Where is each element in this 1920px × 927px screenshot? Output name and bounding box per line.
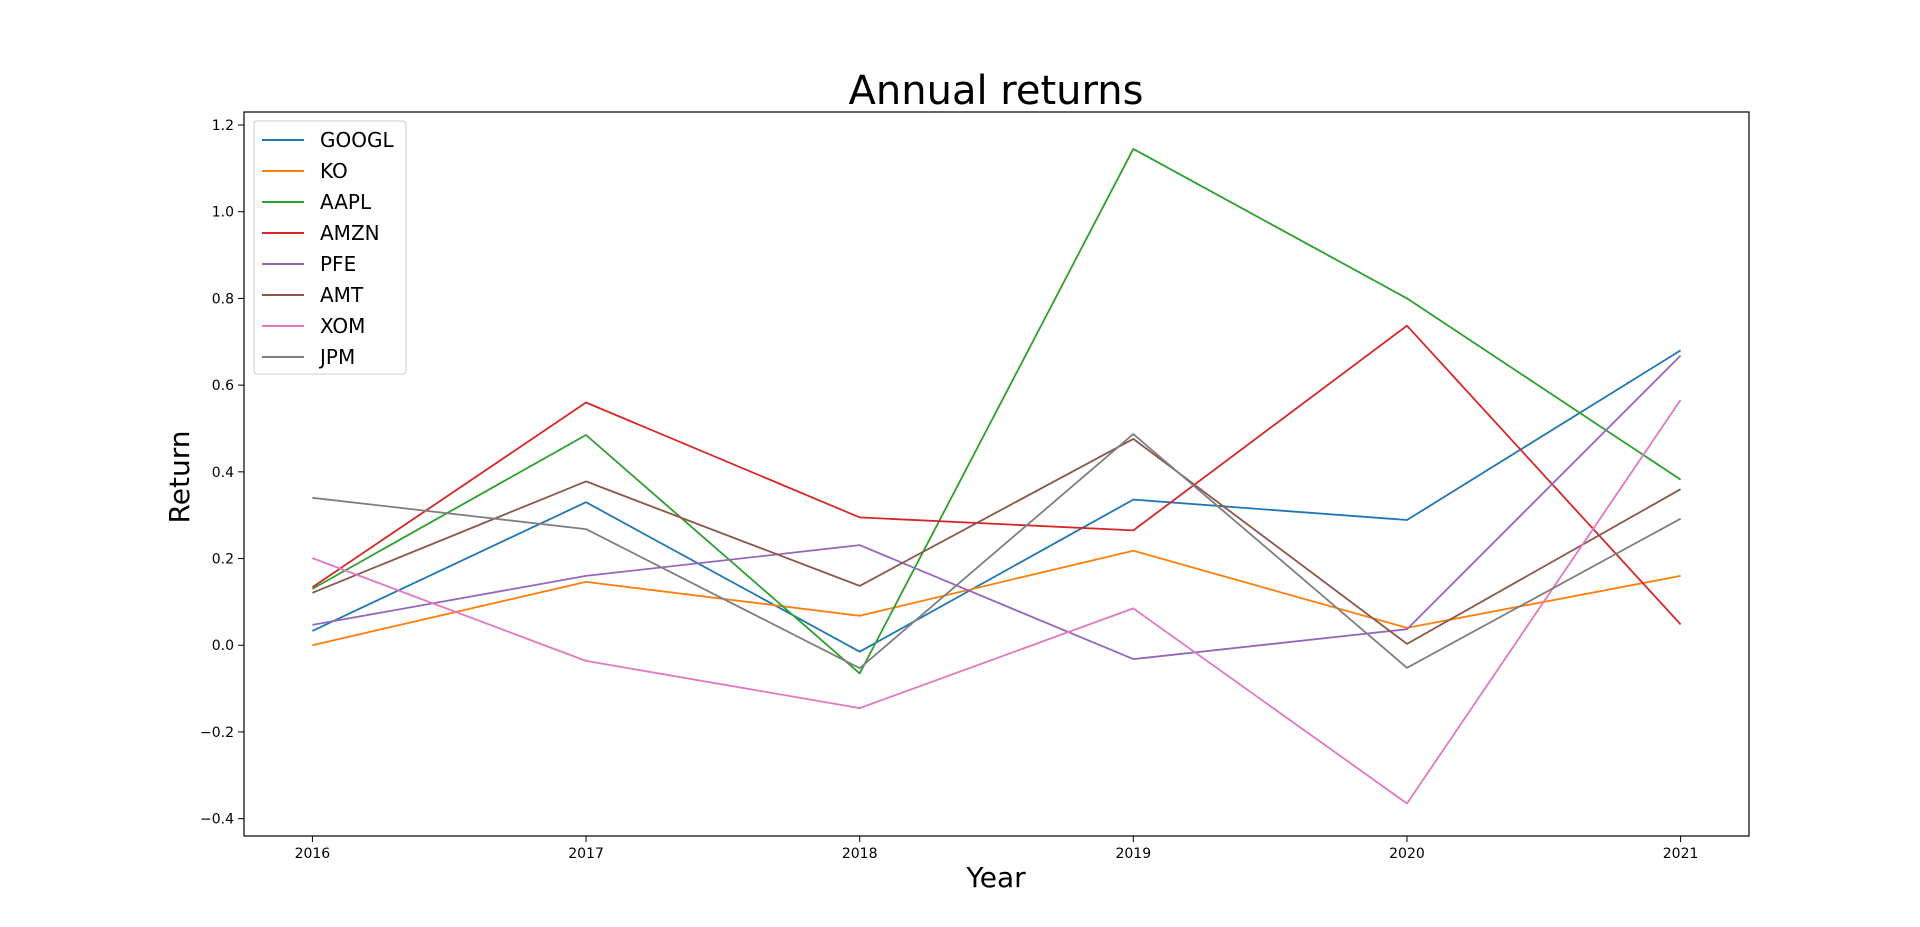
y-tick-label: 0.8: [212, 291, 234, 307]
legend-label-googl: GOOGL: [320, 128, 394, 152]
legend-label-amt: AMT: [320, 283, 364, 307]
series-line-jpm: [312, 433, 1682, 670]
plot-frame: [243, 111, 1750, 837]
series-line-amt: [312, 437, 1682, 645]
x-tick-label: 2019: [1115, 846, 1151, 862]
y-axis-label: Return: [163, 431, 196, 524]
y-tick-label: −0.4: [200, 812, 234, 828]
x-axis: 2016 2017 2018 2019 2020 2021: [295, 836, 1699, 862]
y-tick-label: 0.6: [212, 378, 234, 394]
y-tick-label: −0.2: [200, 725, 234, 741]
y-axis: −0.4 −0.2 0.0 0.2 0.4 0.6 0.8 1.0 1.2: [200, 118, 244, 828]
series-line-xom: [312, 399, 1682, 805]
y-tick-label: 1.0: [212, 205, 234, 221]
legend: GOOGL KO AAPL AMZN PFE AMT XOM JPM: [253, 120, 407, 375]
y-tick-label: 0.2: [212, 552, 234, 568]
x-tick-label: 2021: [1663, 846, 1699, 862]
series-line-ko: [312, 549, 1681, 647]
legend-label-pfe: PFE: [320, 252, 356, 276]
legend-label-aapl: AAPL: [320, 190, 372, 214]
legend-label-jpm: JPM: [318, 345, 355, 369]
x-tick-label: 2018: [842, 846, 878, 862]
y-tick-label: 1.2: [212, 118, 234, 134]
plot-area: 2016 2017 2018 2019 2020 2021 −0.4 −0.2 0.0 0.2 0…: [200, 111, 1750, 862]
y-tick-label: 0.0: [212, 638, 234, 654]
x-axis-label: Year: [965, 861, 1026, 894]
legend-label-ko: KO: [320, 159, 348, 183]
chart-title: Annual returns: [849, 68, 1144, 114]
series-line-amzn: [311, 324, 1682, 626]
x-tick-label: 2020: [1389, 846, 1425, 862]
legend-label-xom: XOM: [320, 314, 365, 338]
series-line-pfe: [312, 354, 1682, 660]
y-tick-label: 0.4: [212, 465, 234, 481]
series-line-aapl: [311, 147, 1682, 675]
legend-label-amzn: AMZN: [320, 221, 380, 245]
x-tick-label: 2017: [568, 846, 604, 862]
series-layer: [311, 147, 1682, 805]
legend-box: [253, 120, 407, 375]
x-tick-label: 2016: [295, 846, 331, 862]
